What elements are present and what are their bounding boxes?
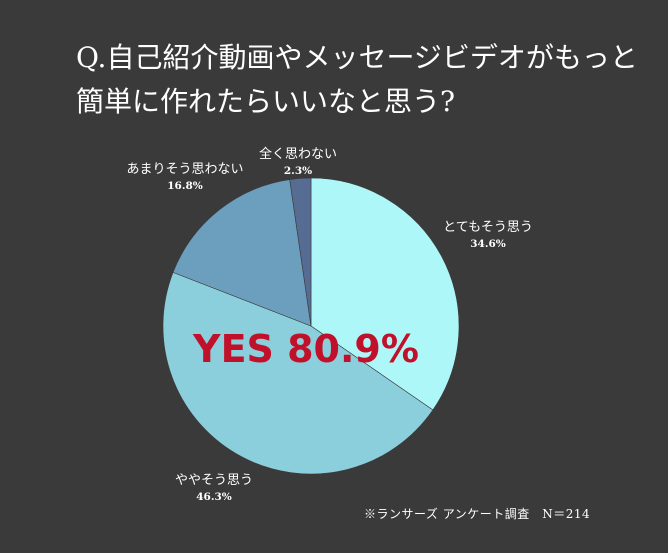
pie-labels: とてもそう思う 34.6% ややそう思う 46.3% あまりそう思わない 16.8% 全く思… <box>126 146 532 503</box>
slice-percent-2: 16.8% <box>167 180 203 192</box>
survey-footnote: ※ランサーズ アンケート調査 N＝214 <box>364 507 591 521</box>
slice-label-3: 全く思わない <box>259 146 337 162</box>
slice-label-0: とてもそう思う <box>443 220 533 235</box>
pie-slice-2 <box>172 179 312 327</box>
slice-label-2: あまりそう思わない <box>126 162 243 177</box>
pie-slice-1 <box>162 271 434 475</box>
slice-percent-1: 46.3% <box>196 491 232 503</box>
slice-percent-0: 34.6% <box>470 238 506 250</box>
pie-slices <box>162 177 460 475</box>
slice-label-1: ややそう思う <box>175 473 253 488</box>
yes-total-label: YES 80.9% <box>192 327 419 371</box>
title-line-1: Q.自己紹介動画やメッセージビデオがもっと <box>76 41 638 74</box>
title-line-2: 簡単に作れたらいいなと思う? <box>76 85 456 118</box>
slice-percent-3: 2.3% <box>284 165 312 177</box>
chart-title: Q.自己紹介動画やメッセージビデオがもっと 簡単に作れたらいいなと思う? <box>76 36 656 124</box>
pie-slice-3 <box>289 177 312 327</box>
pie-slice-0 <box>310 177 460 411</box>
